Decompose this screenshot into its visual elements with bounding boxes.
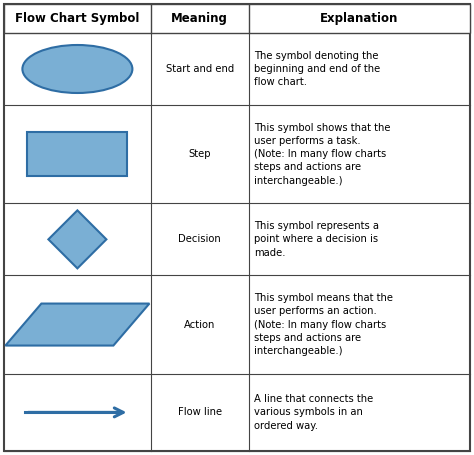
Text: Start and end: Start and end — [165, 64, 234, 74]
Text: This symbol represents a
point where a decision is
made.: This symbol represents a point where a d… — [254, 221, 379, 258]
Text: This symbol means that the
user performs an action.
(Note: In many flow charts
s: This symbol means that the user performs… — [254, 293, 392, 356]
Text: Meaning: Meaning — [171, 12, 228, 25]
Bar — [4, 4, 470, 33]
Text: This symbol shows that the
user performs a task.
(Note: In many flow charts
step: This symbol shows that the user performs… — [254, 123, 390, 186]
Text: Flow line: Flow line — [178, 407, 222, 417]
Polygon shape — [48, 210, 106, 268]
Text: Flow Chart Symbol: Flow Chart Symbol — [15, 12, 139, 25]
Polygon shape — [5, 303, 149, 345]
Text: Decision: Decision — [178, 234, 221, 244]
Text: Step: Step — [189, 149, 211, 159]
Text: The symbol denoting the
beginning and end of the
flow chart.: The symbol denoting the beginning and en… — [254, 51, 380, 87]
Text: A line that connects the
various symbols in an
ordered way.: A line that connects the various symbols… — [254, 394, 373, 430]
Ellipse shape — [22, 45, 132, 93]
Text: Explanation: Explanation — [320, 12, 399, 25]
Text: Action: Action — [184, 319, 215, 329]
Bar — [27, 132, 128, 176]
